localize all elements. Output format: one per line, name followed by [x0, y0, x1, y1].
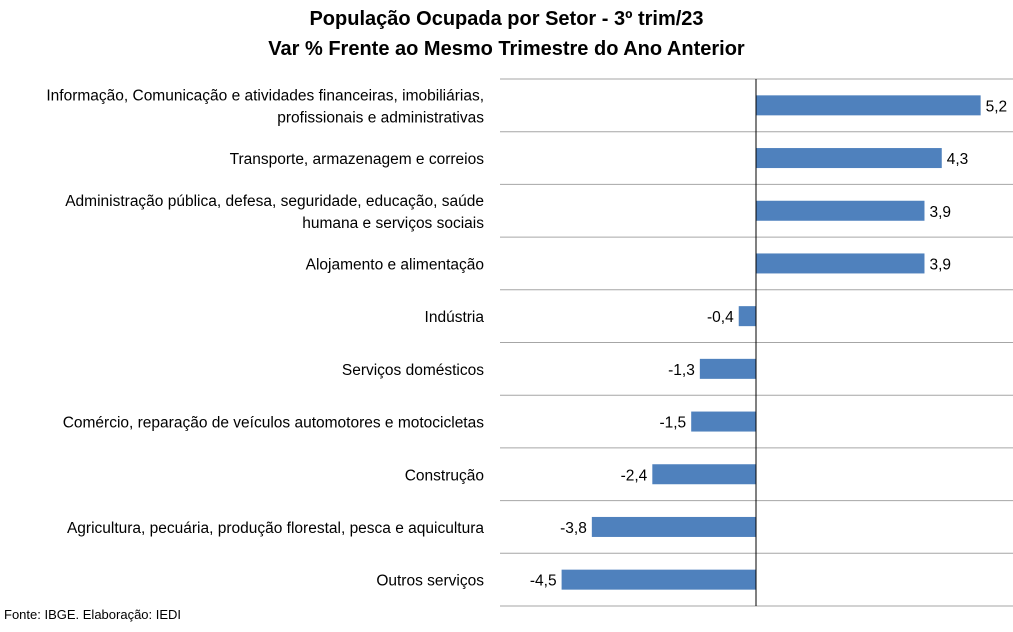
data-label: -0,4: [707, 309, 734, 326]
data-label: -2,4: [621, 467, 648, 484]
category-label: profissionais e administrativas: [277, 109, 484, 126]
bar: [756, 253, 925, 274]
bar: [691, 411, 756, 432]
data-label: -3,8: [560, 520, 587, 537]
bar: [756, 200, 925, 221]
bar: [561, 569, 756, 590]
bar: [699, 358, 756, 379]
category-label: Outros serviços: [376, 573, 484, 590]
data-label: -4,5: [530, 573, 557, 590]
category-label: Serviços domésticos: [342, 362, 484, 379]
data-label: -1,3: [668, 362, 695, 379]
category-label: Comércio, reparação de veículos automoto…: [63, 415, 485, 432]
category-label: Construção: [405, 467, 484, 484]
bar: [756, 148, 942, 169]
data-label: 5,2: [986, 98, 1008, 115]
chart-subtitle: Var % Frente ao Mesmo Trimestre do Ano A…: [268, 38, 745, 60]
data-label: 4,3: [947, 151, 969, 168]
data-label: 3,9: [929, 256, 951, 273]
category-label: Transporte, armazenagem e correios: [230, 151, 485, 168]
bar: [652, 464, 756, 485]
data-label: -1,5: [659, 415, 686, 432]
source-note: Fonte: IBGE. Elaboração: IEDI: [4, 607, 182, 622]
category-label: humana e serviços sociais: [302, 215, 484, 232]
chart-title: População Ocupada por Setor - 3º trim/23: [309, 8, 704, 30]
category-label: Indústria: [425, 309, 485, 326]
bar: [756, 95, 981, 116]
category-label: Agricultura, pecuária, produção floresta…: [67, 520, 484, 537]
bar: [738, 306, 756, 327]
data-label: 3,9: [929, 204, 951, 221]
category-label: Administração pública, defesa, seguridad…: [65, 193, 484, 210]
bar: [591, 516, 756, 537]
category-label: Informação, Comunicação e atividades fin…: [46, 87, 484, 104]
category-label: Alojamento e alimentação: [306, 256, 484, 273]
